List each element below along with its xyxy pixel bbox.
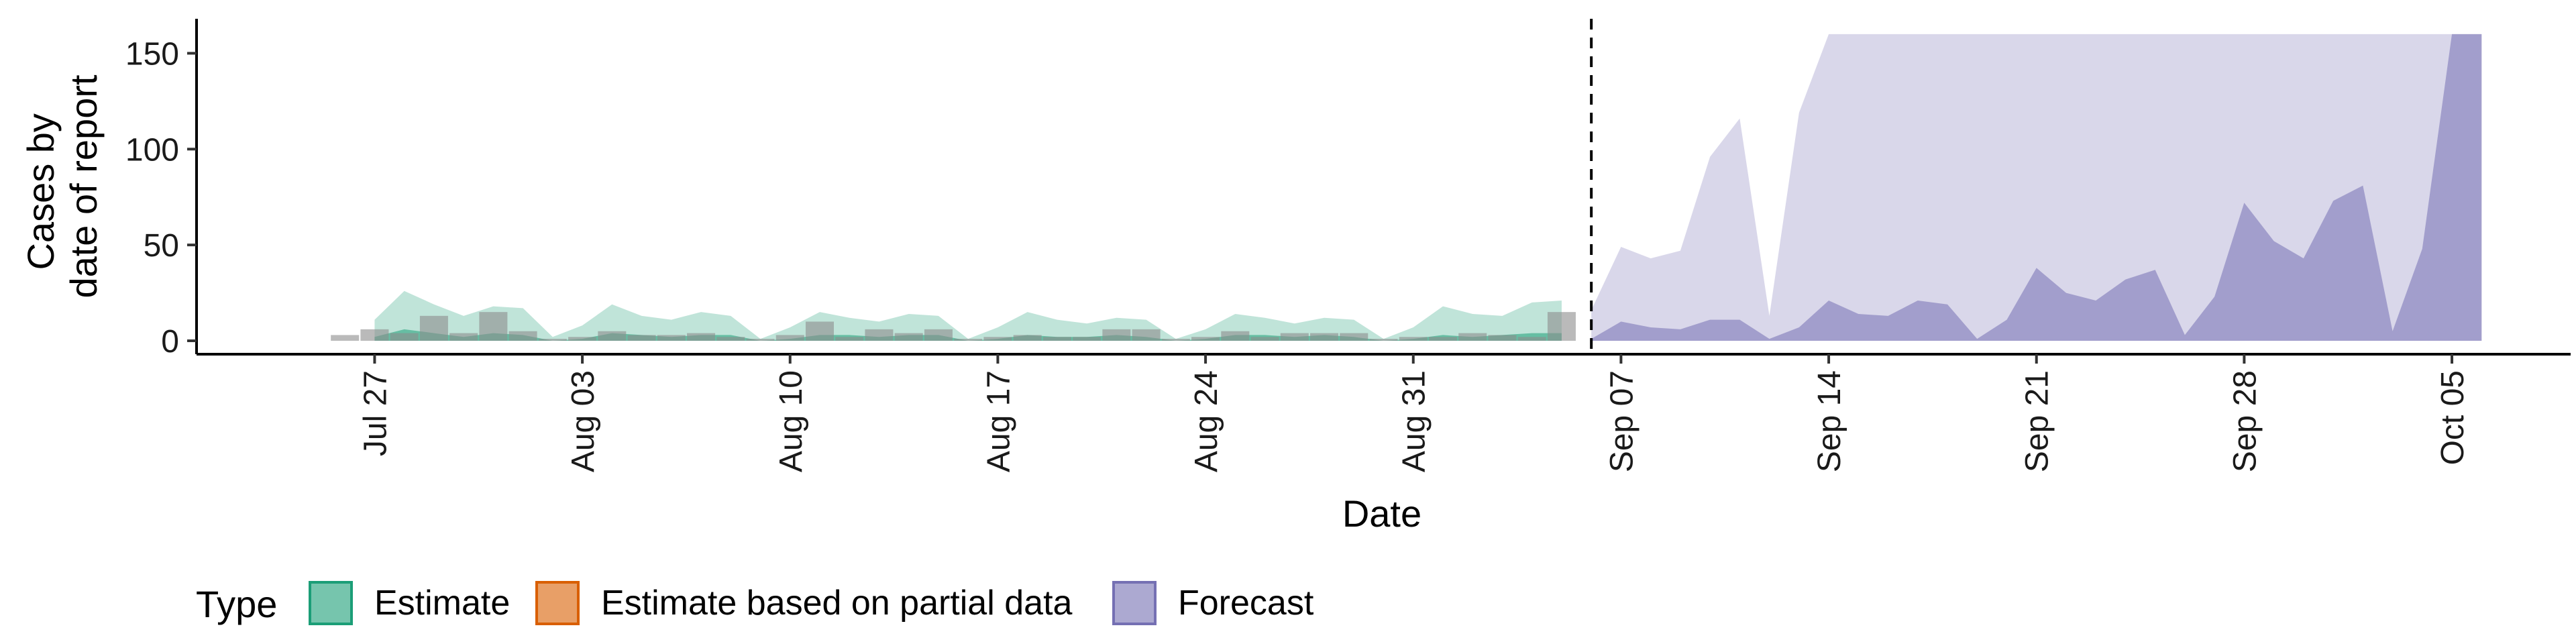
observed-bar <box>1073 337 1102 341</box>
legend-key <box>309 581 353 625</box>
x-tick-label: Oct 05 <box>2435 370 2471 465</box>
observed-bar <box>1132 329 1161 341</box>
x-tick-label: Jul 27 <box>358 370 393 456</box>
x-tick-label: Aug 24 <box>1189 370 1224 472</box>
observed-bar <box>1280 333 1309 341</box>
observed-bar <box>1221 331 1250 341</box>
observed-bar <box>1517 337 1546 341</box>
observed-bar <box>1488 335 1517 341</box>
observed-bar <box>865 329 894 341</box>
observed-bar <box>508 331 537 341</box>
observed-bar <box>568 337 597 341</box>
legend-key <box>1112 581 1157 625</box>
x-tick-label: Aug 10 <box>773 370 809 472</box>
observed-bar <box>1458 333 1487 341</box>
x-tick-label: Aug 17 <box>981 370 1016 472</box>
observed-bar <box>1191 337 1220 341</box>
observed-bar <box>1250 337 1279 341</box>
legend-label: Forecast <box>1178 584 1314 623</box>
x-tick-label: Aug 31 <box>1397 370 1432 472</box>
observed-bar <box>1102 329 1131 341</box>
legend-label: Estimate <box>374 584 510 623</box>
observed-bar <box>983 337 1012 341</box>
observed-bar <box>479 312 508 341</box>
x-tick-label: Sep 21 <box>2020 370 2055 472</box>
observed-bar <box>1547 312 1576 341</box>
x-axis-title: Date <box>1342 492 1421 535</box>
observed-bar <box>805 321 835 341</box>
observed-bar <box>419 315 448 341</box>
observed-bar <box>1161 339 1190 341</box>
observed-bar <box>598 331 627 341</box>
forecast-inner-band <box>1591 34 2482 341</box>
y-tick-label: 50 <box>144 228 179 264</box>
observed-bar <box>716 337 745 341</box>
legend-title: Type <box>196 583 277 625</box>
observed-bar <box>1369 339 1398 341</box>
observed-bar <box>894 333 923 341</box>
y-axis-title-line-1: Cases by <box>19 113 62 270</box>
observed-bar <box>954 339 983 341</box>
observed-bar <box>1340 333 1368 341</box>
observed-bar <box>449 333 478 341</box>
x-tick-label: Aug 03 <box>566 370 601 472</box>
observed-bar <box>1042 337 1071 341</box>
x-tick-label: Sep 14 <box>1812 370 1847 472</box>
y-axis-title-line-2: date of report <box>62 74 105 299</box>
observed-bar <box>331 335 360 341</box>
observed-bar <box>360 329 389 341</box>
observed-bar <box>538 339 567 341</box>
y-tick-label: 100 <box>125 132 179 168</box>
estimate-outer-band <box>374 290 1562 341</box>
observed-bar <box>657 335 686 341</box>
observed-bar <box>627 335 656 341</box>
y-tick-label: 0 <box>161 324 179 360</box>
x-tick-label: Sep 28 <box>2227 370 2263 472</box>
observed-bar <box>687 333 716 341</box>
observed-bar <box>835 337 864 341</box>
observed-bar <box>746 339 775 341</box>
observed-bar <box>775 335 804 341</box>
y-tick-label: 150 <box>125 36 179 72</box>
observed-bar <box>1428 337 1457 341</box>
observed-bar <box>1310 333 1339 341</box>
observed-bar <box>924 329 953 341</box>
observed-bar <box>1399 337 1428 341</box>
legend-key <box>535 581 580 625</box>
x-tick-label: Sep 07 <box>1604 370 1640 472</box>
legend: Type Estimate Estimate based on partial d… <box>196 581 1314 625</box>
y-axis-title: Cases by date of report <box>19 74 105 299</box>
legend-label: Estimate based on partial data <box>601 584 1073 623</box>
observed-bar <box>390 333 419 341</box>
observed-bar <box>1013 335 1042 341</box>
